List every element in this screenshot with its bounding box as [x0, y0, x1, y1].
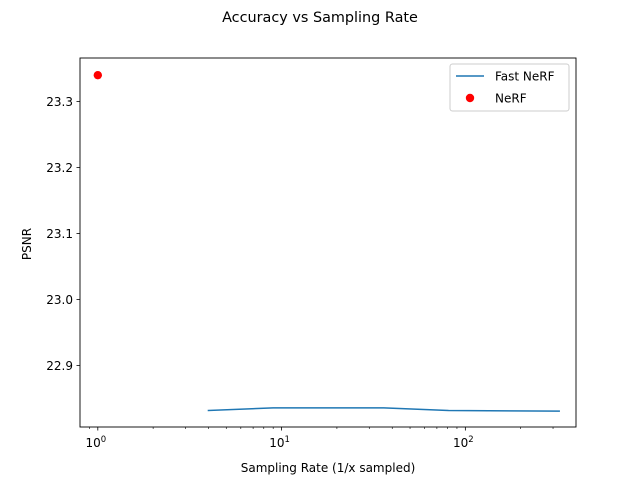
- y-tick-label: 23.1: [46, 227, 73, 241]
- y-axis-ticks: 22.9 23.0 23.1 23.2 23.3: [46, 95, 80, 373]
- x-tick-label: 101: [269, 435, 290, 450]
- y-tick-label: 23.3: [46, 95, 73, 109]
- plot-area: [93, 70, 560, 412]
- x-axis-label: Sampling Rate (1/x sampled): [241, 461, 416, 475]
- legend-marker-swatch: [465, 93, 475, 103]
- y-tick-label: 23.0: [46, 293, 73, 307]
- legend: Fast NeRF NeRF: [449, 63, 570, 112]
- x-axis-ticks: 100 101 102: [85, 427, 554, 450]
- legend-label: Fast NeRF: [495, 69, 555, 83]
- y-tick-label: 22.9: [46, 359, 73, 373]
- x-tick-label: 102: [453, 435, 474, 450]
- series-line-fast-nerf: [207, 407, 560, 412]
- x-tick-label: 100: [85, 435, 106, 450]
- axes-frame: [79, 57, 577, 428]
- chart-title: Accuracy vs Sampling Rate: [222, 10, 418, 26]
- y-axis-label: PSNR: [20, 228, 34, 260]
- y-tick-label: 23.2: [46, 161, 73, 175]
- data-point-nerf: [93, 70, 103, 80]
- legend-label: NeRF: [495, 91, 527, 105]
